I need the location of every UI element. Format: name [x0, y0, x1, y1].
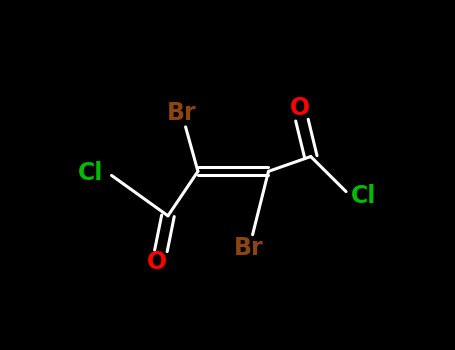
Text: O: O	[147, 250, 167, 274]
Text: Br: Br	[234, 236, 264, 260]
Text: Br: Br	[167, 102, 197, 125]
Text: O: O	[290, 96, 310, 120]
Text: Cl: Cl	[351, 184, 376, 208]
Text: Cl: Cl	[78, 161, 103, 185]
